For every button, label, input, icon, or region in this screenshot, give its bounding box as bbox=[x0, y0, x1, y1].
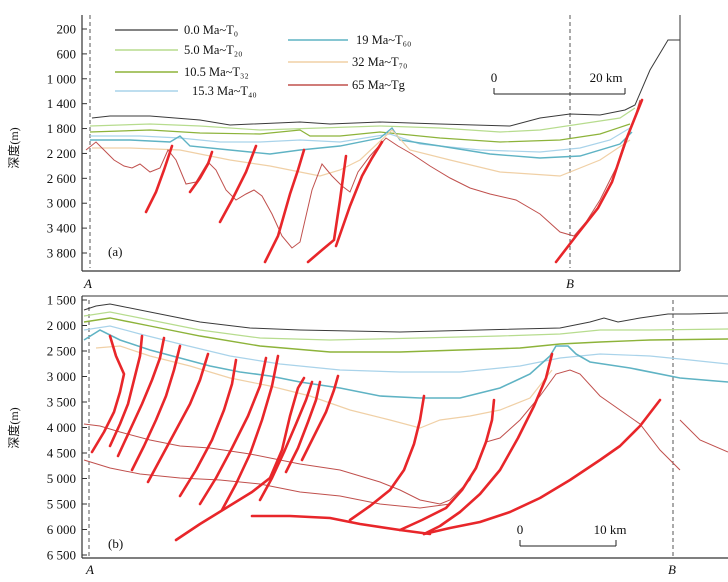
fault bbox=[306, 154, 348, 264]
horizon-Tg bbox=[85, 99, 641, 249]
fault bbox=[90, 334, 126, 454]
panel-a-point-B: B bbox=[566, 276, 574, 291]
scale-end: 20 km bbox=[590, 70, 623, 85]
horizon-T20 bbox=[89, 107, 636, 133]
y-tick-label: 6 000 bbox=[47, 522, 76, 537]
horizon-T32 bbox=[89, 123, 631, 143]
fault bbox=[422, 352, 554, 536]
horizon-T40 bbox=[83, 325, 728, 373]
panel-b-y-ticks: 1 500 2 000 2 500 3 000 3 500 4 000 4 500 5 000… bbox=[47, 293, 87, 563]
panel-b-point-A: A bbox=[85, 562, 94, 577]
horizon-T20 bbox=[83, 311, 728, 341]
horizon-T60 bbox=[90, 126, 633, 159]
panel-b-label: (b) bbox=[108, 536, 123, 551]
y-tick-label: 6 500 bbox=[47, 548, 76, 563]
horizon-T32 bbox=[83, 317, 728, 353]
fault bbox=[334, 140, 384, 248]
panel-a-y-ticks: 200 600 1 000 1 400 1 800 2 200 2 600 3 000 3 40… bbox=[47, 22, 87, 261]
fault bbox=[108, 334, 144, 448]
y-tick-label: 3 000 bbox=[47, 196, 76, 211]
panel-b: 1 500 2 000 2 500 3 000 3 500 4 000 4 500 5 000… bbox=[6, 293, 728, 577]
legend-label: 0.0 Ma~T₀ bbox=[184, 23, 238, 37]
scale-start: 0 bbox=[517, 522, 524, 537]
y-tick-label: 1 000 bbox=[47, 71, 76, 86]
fault bbox=[188, 150, 214, 194]
y-tick-label: 4 500 bbox=[47, 446, 76, 461]
scale-start: 0 bbox=[491, 70, 498, 85]
fault bbox=[146, 352, 210, 484]
legend-label: 19 Ma~T₆₀ bbox=[356, 33, 411, 47]
y-tick-label: 200 bbox=[57, 22, 77, 37]
legend-label: 65 Ma~Tg bbox=[352, 78, 406, 92]
y-tick-label: 1 500 bbox=[47, 293, 76, 308]
y-tick-label: 5 000 bbox=[47, 471, 76, 486]
fault bbox=[422, 398, 662, 536]
horizon-T40 bbox=[90, 127, 631, 153]
panel-b-ylabel: 深度(m) bbox=[6, 407, 21, 448]
horizon-T70 bbox=[92, 129, 631, 177]
horizon-T0 bbox=[83, 303, 728, 333]
fault bbox=[178, 358, 238, 498]
panel-a-label: (a) bbox=[108, 244, 122, 259]
horizon-T0 bbox=[91, 39, 680, 127]
horizon-T60 bbox=[83, 329, 728, 399]
horizon-deep-c bbox=[679, 419, 728, 453]
panel-a-ylabel: 深度(m) bbox=[6, 127, 21, 168]
legend: 0.0 Ma~T₀ 5.0 Ma~T₂₀ 10.5 Ma~T₃₂ 15.3 Ma… bbox=[115, 23, 411, 98]
y-tick-label: 5 500 bbox=[47, 497, 76, 512]
fault bbox=[398, 398, 496, 532]
scale-end: 10 km bbox=[594, 522, 627, 537]
fault bbox=[250, 514, 432, 536]
y-tick-label: 600 bbox=[57, 46, 77, 61]
y-tick-label: 2 600 bbox=[47, 171, 76, 186]
fault bbox=[174, 376, 306, 542]
y-tick-label: 3 800 bbox=[47, 246, 76, 261]
y-tick-label: 1 800 bbox=[47, 121, 76, 136]
fault bbox=[300, 374, 340, 462]
fault bbox=[218, 144, 258, 224]
legend-label: 5.0 Ma~T₂₀ bbox=[184, 43, 243, 57]
y-tick-label: 3 400 bbox=[47, 221, 76, 236]
legend-label: 10.5 Ma~T₃₂ bbox=[184, 65, 249, 79]
panel-a-scale-bar: 0 20 km bbox=[491, 70, 626, 95]
y-tick-label: 4 000 bbox=[47, 420, 76, 435]
horizon-deep-a bbox=[83, 369, 681, 505]
fault bbox=[130, 344, 182, 472]
panel-a-faults bbox=[144, 98, 644, 264]
legend-label: 15.3 Ma~T₄₀ bbox=[192, 84, 257, 98]
fault bbox=[144, 144, 174, 214]
fault bbox=[220, 354, 280, 512]
fault bbox=[258, 380, 314, 502]
fault bbox=[554, 98, 644, 264]
y-tick-label: 3 000 bbox=[47, 369, 76, 384]
fault bbox=[116, 336, 166, 458]
legend-label: 32 Ma~T₇₀ bbox=[352, 55, 407, 69]
y-tick-label: 1 400 bbox=[47, 96, 76, 111]
fault bbox=[348, 394, 426, 522]
panel-a-point-A: A bbox=[83, 276, 92, 291]
horizon-deep-b bbox=[83, 459, 451, 509]
horizon-T70 bbox=[95, 345, 553, 429]
y-tick-label: 3 500 bbox=[47, 395, 76, 410]
y-tick-label: 2 200 bbox=[47, 146, 76, 161]
y-tick-label: 2 500 bbox=[47, 344, 76, 359]
panel-a: 200 600 1 000 1 400 1 800 2 200 2 600 3 000 3 40… bbox=[6, 15, 681, 291]
fault bbox=[263, 148, 306, 264]
fault bbox=[198, 356, 268, 506]
panel-b-point-B: B bbox=[668, 562, 676, 577]
fault bbox=[284, 380, 322, 474]
panel-b-faults bbox=[90, 334, 662, 542]
panel-b-scale-bar: 0 10 km bbox=[517, 522, 627, 547]
y-tick-label: 2 000 bbox=[47, 318, 76, 333]
